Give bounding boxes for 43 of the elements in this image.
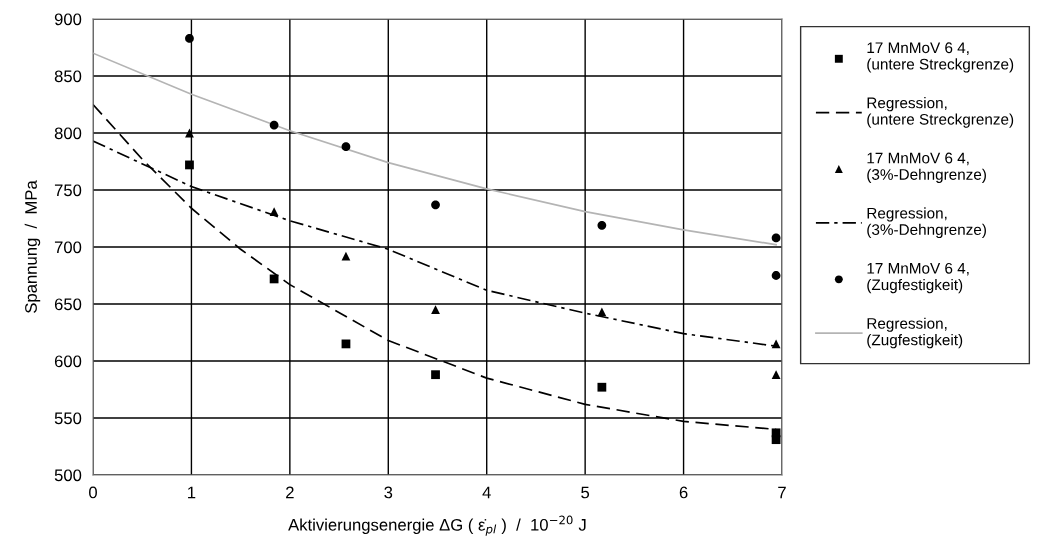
legend-label: Regression, (untere Streckgrenze) [867,97,1014,128]
legend-label: Regression, (3%-Dehngrenze) [867,207,986,239]
point [771,435,781,445]
y-tick-label: 800 [54,127,82,140]
legend-label: 17 MnMoV 6 4, (Zugfestigkeit) [867,262,969,294]
point [431,200,440,210]
x-tick-label: 2 [286,486,294,499]
point [597,307,607,317]
y-tick-label: 550 [54,412,82,425]
point [771,271,781,280]
y-axis-title: Spannung / MPa [24,180,41,313]
y-tick-label: 500 [54,469,82,482]
point [341,142,351,152]
point [185,33,194,43]
point [431,370,440,380]
point [269,207,279,217]
point [597,220,607,230]
x-tick-label: 0 [89,486,97,499]
point [269,274,279,284]
point [431,305,440,315]
point [597,382,607,392]
point [771,339,781,349]
y-tick-label: 750 [54,184,82,197]
point [771,233,781,243]
x-tick-label: 7 [778,486,786,499]
legend-label: Regression, (Zugfestigkeit) [867,317,963,349]
point [341,251,351,261]
legend-label: 17 MnMoV 6 4, (3%-Dehngrenze) [867,152,986,183]
y-tick-label: 650 [54,298,82,311]
y-tick-label: 700 [54,241,82,254]
x-tick-label: 5 [581,486,590,499]
x-tick-label: 6 [679,486,688,499]
y-tick-label: 900 [54,13,82,26]
x-tick-label: 3 [384,486,393,499]
x-tick-label: 4 [482,486,491,499]
y-tick-label: 600 [54,355,82,368]
point [269,120,279,130]
x-tick-label: 1 [188,486,196,499]
point [185,160,194,170]
y-tick-label: 850 [54,70,82,83]
x-axis-title: Aktivierungsenergie ΔG ( ε̇$_{pl}$ ) / 10$^{−20}$ J [288,515,586,536]
point [771,370,781,380]
legend-label: 17 MnMoV 6 4, (untere Streckgrenze) [867,42,1014,73]
